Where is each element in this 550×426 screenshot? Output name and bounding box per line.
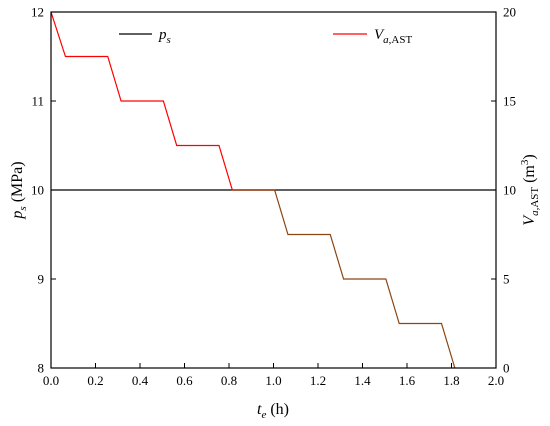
legend-label-va: Va,AST bbox=[374, 27, 412, 46]
y-left-tick-label: 9 bbox=[38, 272, 45, 287]
x-tick-label: 1.8 bbox=[443, 373, 459, 388]
y-left-tick-label: 11 bbox=[31, 94, 44, 109]
plot-frame bbox=[50, 11, 497, 369]
ticks-layer: 0.0 0.2 0.4 0.6 0.8 1.0 1.2 1.4 1.6 1.8 2.0 8 9 10 11 1… bbox=[31, 5, 516, 389]
y-right-tick-label: 5 bbox=[503, 272, 510, 287]
series-line-va-upper bbox=[50, 11, 275, 191]
y-left-tick-label: 10 bbox=[31, 183, 44, 198]
y-right-axis-label: Va,AST (m3) bbox=[519, 154, 541, 225]
x-tick-label: 0.2 bbox=[87, 373, 103, 388]
x-axis-label: te (h) bbox=[257, 401, 289, 421]
y-right-tick-label: 20 bbox=[503, 5, 516, 20]
x-tick-label: 1.0 bbox=[265, 373, 281, 388]
x-tick-label: 1.2 bbox=[310, 373, 326, 388]
x-tick-label: 1.6 bbox=[399, 373, 416, 388]
x-tick-label: 2.0 bbox=[488, 373, 504, 388]
y-right-tick-label: 15 bbox=[503, 94, 516, 109]
y-left-tick-label: 12 bbox=[31, 5, 44, 20]
x-tick-label: 0.0 bbox=[43, 373, 59, 388]
series-line-va-lower bbox=[232, 189, 456, 369]
y-left-axis-label: ps (MPa) bbox=[9, 161, 29, 219]
y-right-tick-label: 10 bbox=[503, 183, 516, 198]
y-left-tick-label: 8 bbox=[38, 361, 45, 376]
legend-label-ps: ps bbox=[158, 27, 171, 46]
x-tick-label: 0.4 bbox=[132, 373, 149, 388]
y-right-tick-label: 0 bbox=[503, 361, 510, 376]
x-tick-label: 1.4 bbox=[354, 373, 371, 388]
x-tick-label: 0.8 bbox=[221, 373, 237, 388]
x-tick-label: 0.6 bbox=[176, 373, 193, 388]
legend: ps Va,AST bbox=[119, 27, 412, 46]
series-layer bbox=[50, 11, 496, 369]
